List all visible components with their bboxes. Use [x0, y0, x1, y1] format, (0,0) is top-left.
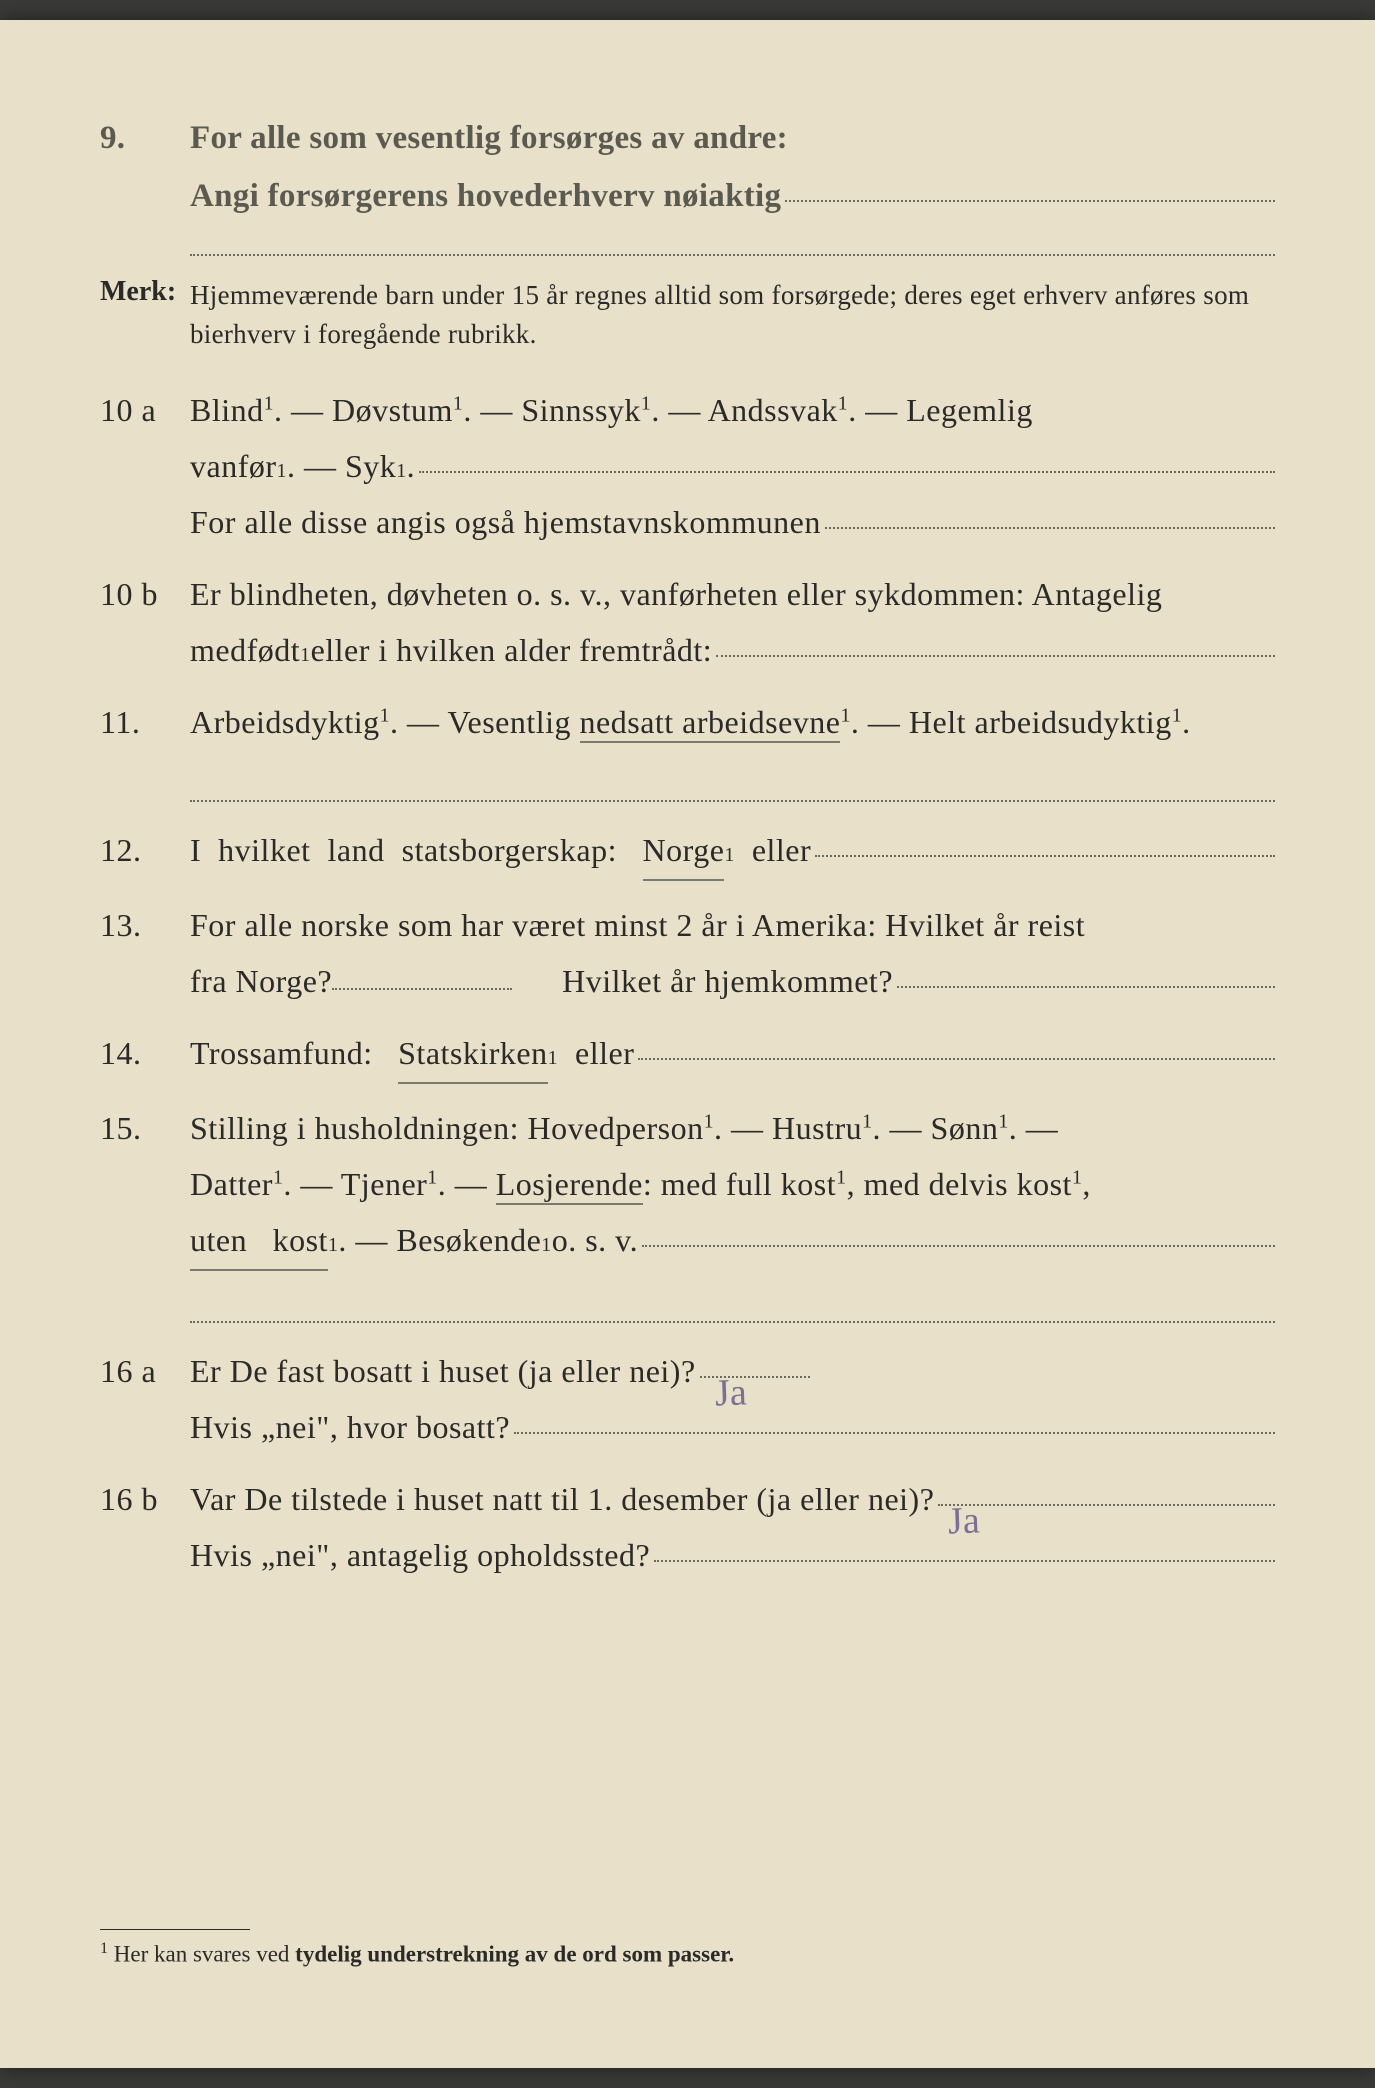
q16a-answer-blank[interactable]: Ja [700, 1376, 810, 1378]
q14-body: Trossamfund: Statskirken1 eller [190, 1025, 1275, 1084]
q12-number: 12. [100, 832, 190, 869]
q13: 13. For alle norske som har været minst … [100, 897, 1275, 1009]
q16b-line2: Hvis „nei", antagelig opholdssted? [190, 1527, 1275, 1583]
q16b-handwriting: Ja [947, 1487, 981, 1555]
q13-number: 13. [100, 907, 190, 944]
q15-line2: Datter1. — Tjener1. — Losjerende: med fu… [190, 1156, 1275, 1212]
q16a-line2-blank[interactable] [514, 1432, 1275, 1434]
q10b-body: Er blindheten, døvheten o. s. v., vanfør… [190, 566, 1275, 678]
q10a-body: Blind1. — Døvstum1. — Sinnssyk1. — Andss… [190, 382, 1275, 550]
q10b-line2: medfødt1 eller i hvilken alder fremtrådt… [190, 622, 1275, 678]
divider-after-q11 [190, 800, 1275, 802]
q9-line1: For alle som vesentlig forsørges av andr… [190, 110, 1275, 168]
q11-number: 11. [100, 704, 190, 741]
footnote-rule [100, 1929, 250, 1930]
q10b-line1: Er blindheten, døvheten o. s. v., vanfør… [190, 566, 1275, 622]
q16a-handwriting: Ja [713, 1359, 747, 1427]
merk-note: Merk: Hjemmeværende barn under 15 år reg… [100, 276, 1275, 354]
q16b-line1: Var De tilstede i huset natt til 1. dese… [190, 1471, 1275, 1527]
q16b-line2-blank[interactable] [654, 1560, 1275, 1562]
q9-blank[interactable] [785, 200, 1275, 202]
q10b-blank[interactable] [716, 655, 1275, 657]
q13-blank-a[interactable] [332, 988, 512, 990]
q11: 11. Arbeidsdyktig1. — Vesentlig nedsatt … [100, 694, 1275, 750]
q9-body: For alle som vesentlig forsørges av andr… [190, 110, 1275, 226]
q13-blank-b[interactable] [897, 986, 1275, 988]
q10a-line3: For alle disse angis også hjemstavnskomm… [190, 494, 1275, 550]
q10b: 10 b Er blindheten, døvheten o. s. v., v… [100, 566, 1275, 678]
q12-body: I hvilket land statsborgerskap: Norge1 e… [190, 822, 1275, 881]
census-form-page: 9. For alle som vesentlig forsørges av a… [0, 20, 1375, 2068]
divider-after-q9 [190, 254, 1275, 256]
q16a: 16 a Er De fast bosatt i huset (ja eller… [100, 1343, 1275, 1455]
q14: 14. Trossamfund: Statskirken1 eller [100, 1025, 1275, 1084]
q10a-line2-blank[interactable] [419, 471, 1275, 473]
merk-label: Merk: [100, 276, 190, 308]
q15-blank[interactable] [642, 1245, 1275, 1247]
q12-blank[interactable] [815, 855, 1275, 857]
q9-line2: Angi forsørgerens hovederhverv nøiaktig [190, 168, 1275, 226]
q16a-number: 16 a [100, 1353, 190, 1390]
q12: 12. I hvilket land statsborgerskap: Norg… [100, 822, 1275, 881]
divider-after-q15 [190, 1321, 1275, 1323]
q13-line2: fra Norge? Hvilket år hjemkommet? [190, 953, 1275, 1009]
footnote-text: 1 Her kan svares ved tydelig understrekn… [100, 1940, 1275, 1968]
merk-text: Hjemmeværende barn under 15 år regnes al… [190, 276, 1275, 354]
q10a: 10 a Blind1. — Døvstum1. — Sinnssyk1. — … [100, 382, 1275, 550]
q14-number: 14. [100, 1035, 190, 1072]
q10a-line2: vanfør1. — Syk1. [190, 438, 1275, 494]
q10a-number: 10 a [100, 392, 190, 429]
q13-body: For alle norske som har været minst 2 år… [190, 897, 1275, 1009]
q16b-body: Var De tilstede i huset natt til 1. dese… [190, 1471, 1275, 1583]
q15: 15. Stilling i husholdningen: Hovedperso… [100, 1100, 1275, 1271]
q10a-line3-blank[interactable] [825, 527, 1275, 529]
q16b-number: 16 b [100, 1481, 190, 1518]
q10a-line1: Blind1. — Døvstum1. — Sinnssyk1. — Andss… [190, 382, 1275, 438]
q15-line3: uten kost1. — Besøkende1 o. s. v. [190, 1212, 1275, 1271]
q16a-body: Er De fast bosatt i huset (ja eller nei)… [190, 1343, 1275, 1455]
q16b: 16 b Var De tilstede i huset natt til 1.… [100, 1471, 1275, 1583]
footnote-area: 1 Her kan svares ved tydelig understrekn… [100, 1889, 1275, 1968]
q14-blank[interactable] [638, 1058, 1275, 1060]
q10b-number: 10 b [100, 576, 190, 613]
q11-body: Arbeidsdyktig1. — Vesentlig nedsatt arbe… [190, 694, 1275, 750]
q15-line1: Stilling i husholdningen: Hovedperson1. … [190, 1100, 1275, 1156]
q15-body: Stilling i husholdningen: Hovedperson1. … [190, 1100, 1275, 1271]
q13-line1: For alle norske som har været minst 2 år… [190, 897, 1275, 953]
q16a-line1: Er De fast bosatt i huset (ja eller nei)… [190, 1343, 1275, 1399]
q9: 9. For alle som vesentlig forsørges av a… [100, 110, 1275, 226]
q16b-answer-blank[interactable]: Ja [938, 1504, 1275, 1506]
q15-number: 15. [100, 1110, 190, 1147]
q9-number: 9. [100, 120, 190, 157]
